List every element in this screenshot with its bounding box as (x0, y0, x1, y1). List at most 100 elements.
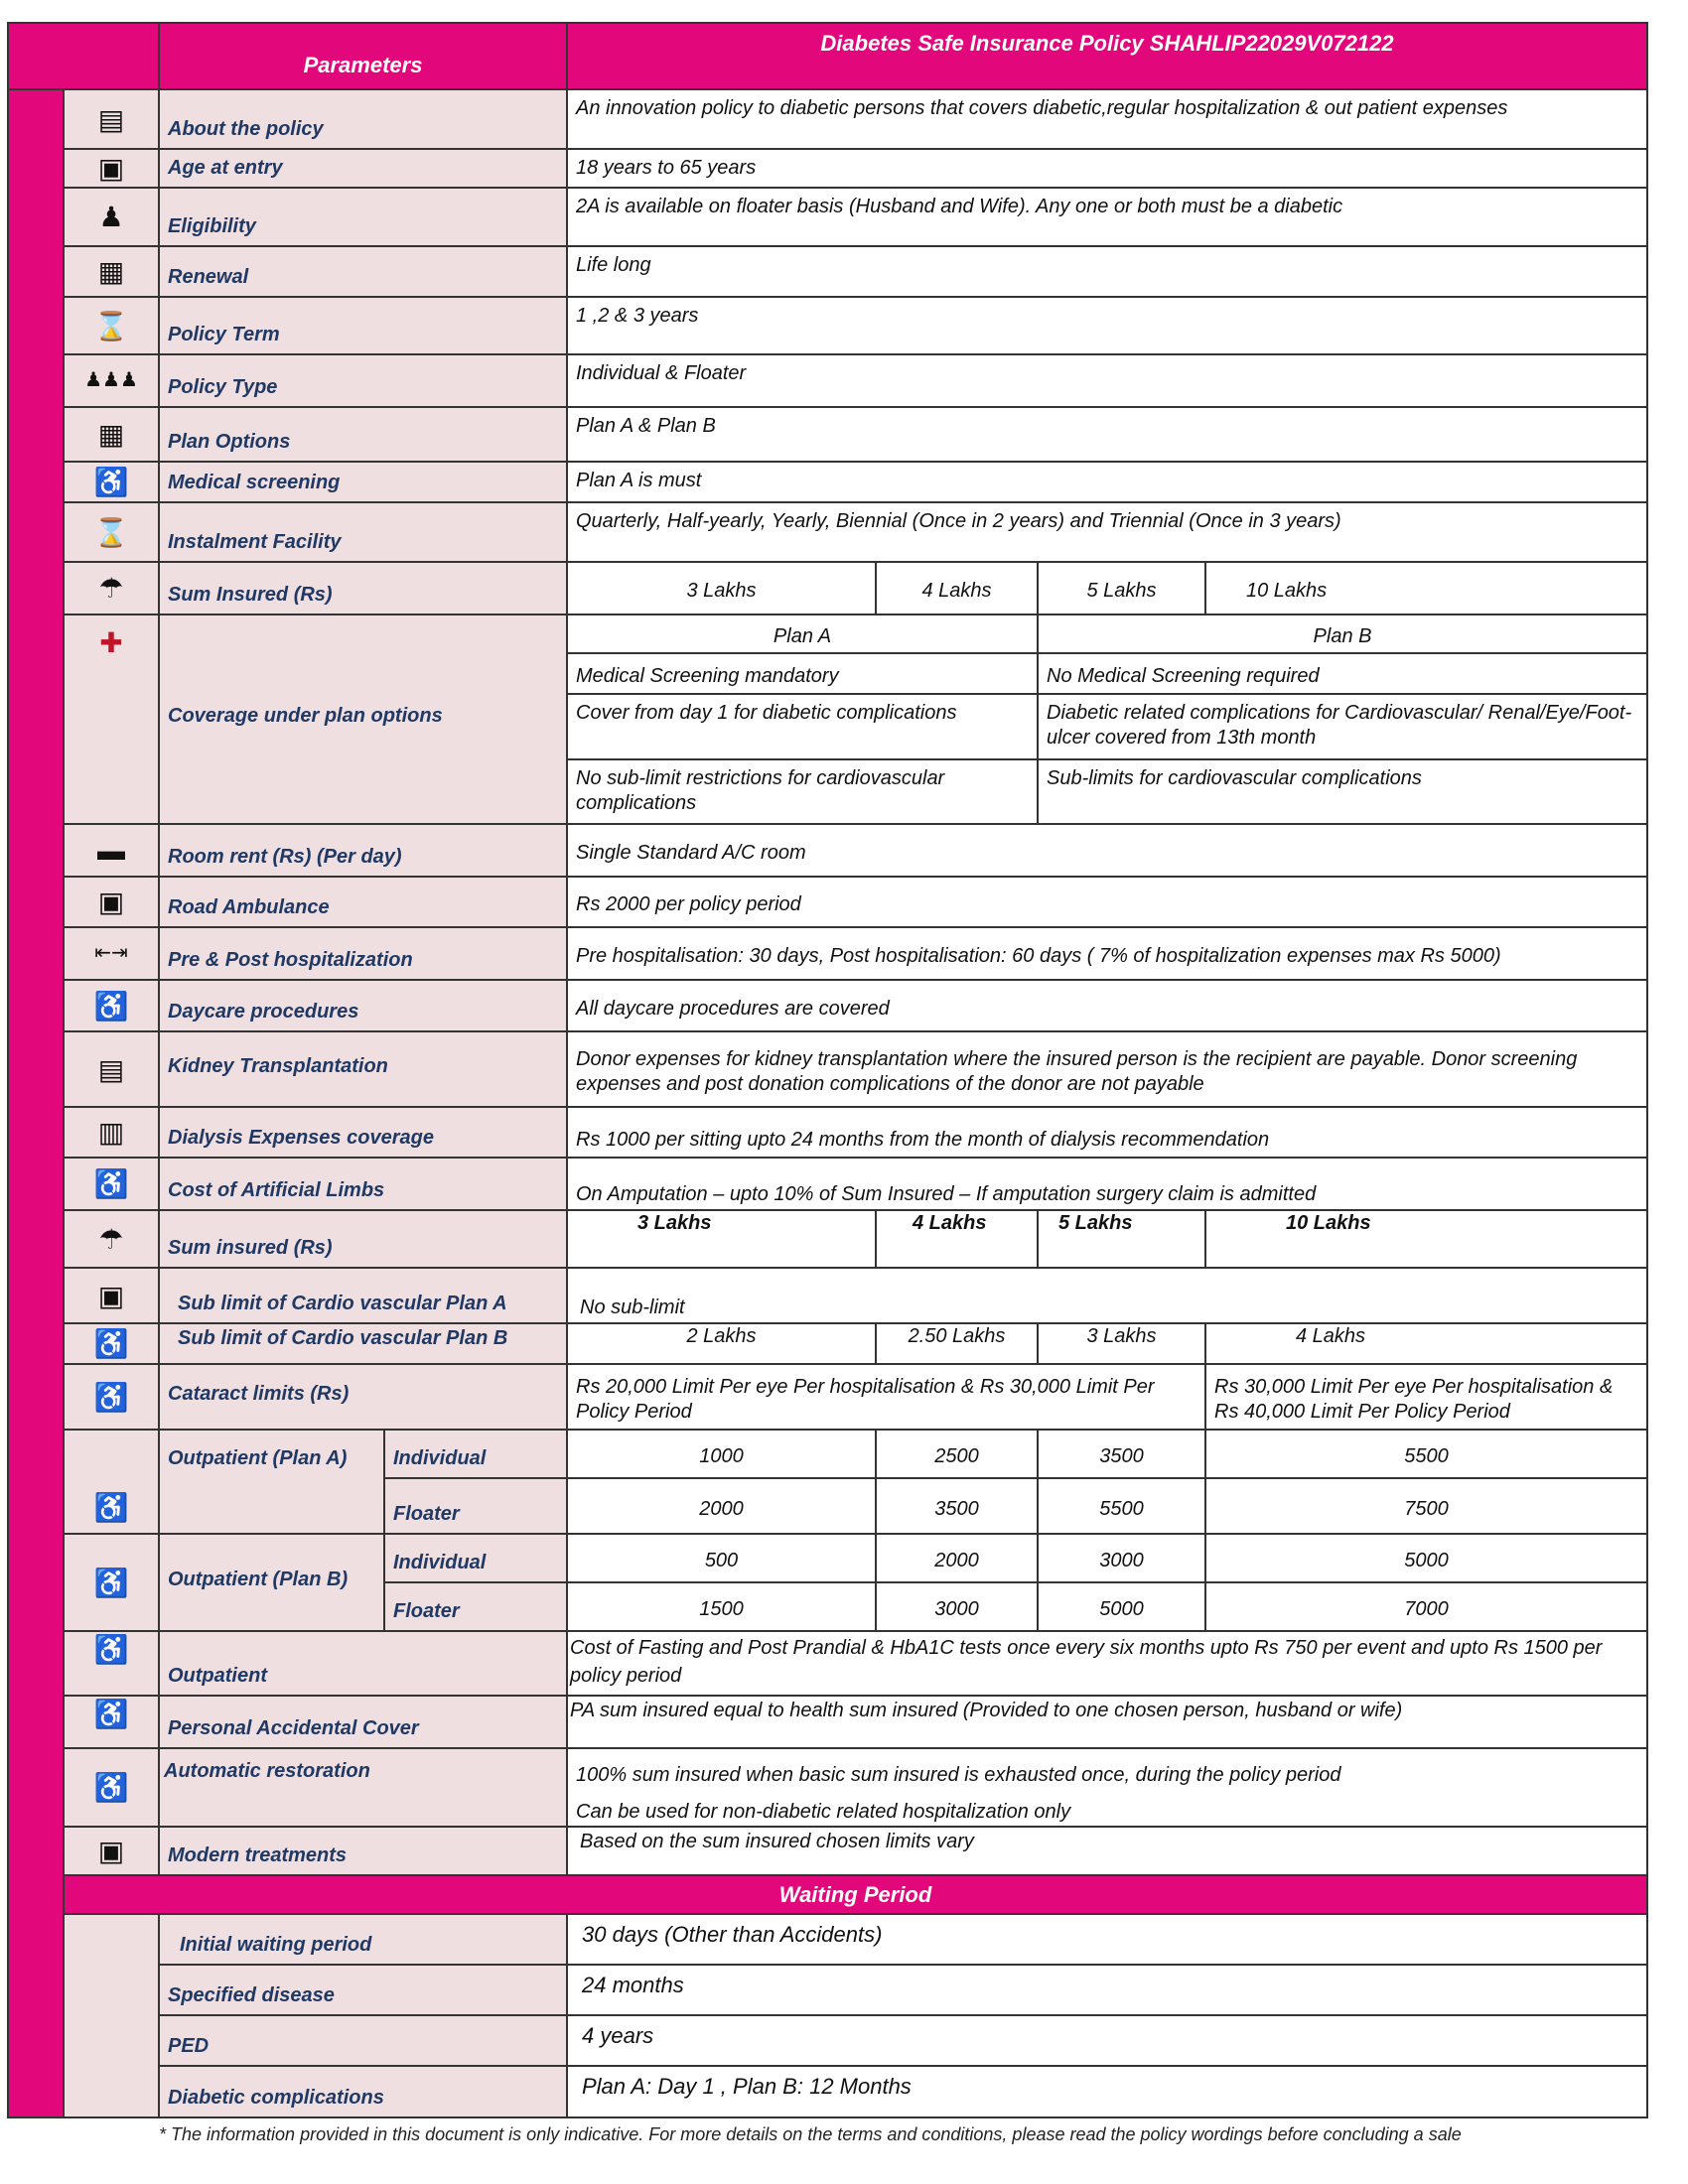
value-type: Individual & Floater (565, 353, 1649, 408)
value-daycare: All daycare procedures are covered (565, 979, 1649, 1032)
people-icon: ▣ (63, 148, 160, 189)
op-a-floater: 5500 (1037, 1477, 1206, 1535)
patient-icon: ♿ (63, 1695, 160, 1749)
plan-a-header: Plan A (566, 614, 1039, 654)
value-term: 1 ,2 & 3 years (565, 296, 1649, 355)
value-restoration: 100% sum insured when basic sum insured … (565, 1747, 1649, 1828)
patient-icon: ♿ (63, 1157, 160, 1211)
label-cardio-a: Sub limit of Cardio vascular Plan A (158, 1267, 568, 1324)
parameters-header: Parameters (158, 22, 568, 90)
op-a-individual: 5500 (1203, 1429, 1649, 1479)
hospital-bed-icon: ♿ (63, 1747, 160, 1828)
label-sum-insured: Sum Insured (Rs) (158, 561, 568, 615)
value-outpatient: Cost of Fasting and Post Prandial & HbA1… (565, 1630, 1649, 1697)
label-type: Policy Type (158, 353, 568, 408)
cardio-b-value: 4 Lakhs (1203, 1322, 1649, 1365)
patient-icon: ♿ (63, 461, 160, 503)
op-b-floater: 5000 (1037, 1581, 1206, 1632)
waiting-icon-cell (63, 1913, 160, 2118)
value-modern: Based on the sum insured chosen limits v… (565, 1826, 1649, 1876)
sum-insured-value: 5 Lakhs (1037, 561, 1206, 615)
label-ped: PED (158, 2014, 568, 2067)
label-diabetic-complications: Diabetic complications (158, 2065, 568, 2118)
value-pre-post: Pre hospitalisation: 30 days, Post hospi… (565, 926, 1649, 981)
sum-insured-value: 4 Lakhs (875, 561, 1039, 615)
value-diabetic-complications: Plan A: Day 1 , Plan B: 12 Months (565, 2065, 1649, 2118)
policy-title: Diabetes Safe Insurance Policy SHAHLIP22… (565, 22, 1649, 90)
label-instalment: Instalment Facility (158, 501, 568, 563)
arrows-icon: ⇤⇥ (63, 926, 160, 981)
hospital-bed-icon: ♿ (63, 1322, 160, 1365)
label-ambulance: Road Ambulance (158, 876, 568, 928)
bed-icon: ▬ (63, 823, 160, 878)
label-dialysis: Dialysis Expenses coverage (158, 1106, 568, 1159)
label-sum-insured-2: Sum insured (Rs) (158, 1209, 568, 1269)
label-op-b: Outpatient (Plan B) (158, 1533, 385, 1632)
umbrella-icon: ☂ (63, 561, 160, 615)
patient-icon: ♿ (63, 979, 160, 1032)
label-coverage: Coverage under plan options (158, 614, 568, 825)
label-outpatient: Outpatient (158, 1630, 568, 1697)
op-b-floater: 3000 (875, 1581, 1039, 1632)
header-blank (7, 22, 160, 90)
label-pa: Personal Accidental Cover (158, 1695, 568, 1749)
label-pre-post: Pre & Post hospitalization (158, 926, 568, 981)
label-eligibility: Eligibility (158, 187, 568, 247)
value-ped: 4 years (565, 2014, 1649, 2067)
form-icon: ▦ (63, 245, 160, 298)
op-b-individual: 500 (566, 1533, 877, 1583)
label-renewal: Renewal (158, 245, 568, 298)
value-plan-options: Plan A & Plan B (565, 406, 1649, 463)
value-room-rent: Single Standard A/C room (565, 823, 1649, 878)
value-pa: PA sum insured equal to health sum insur… (565, 1695, 1649, 1749)
value-dialysis: Rs 1000 per sitting upto 24 months from … (565, 1106, 1649, 1159)
label-daycare: Daycare procedures (158, 979, 568, 1032)
hourglass-icon: ⌛ (63, 501, 160, 563)
op-a-floater: 3500 (875, 1477, 1039, 1535)
label-cataract: Cataract limits (Rs) (158, 1363, 568, 1431)
op-a-individual: 2500 (875, 1429, 1039, 1479)
coverage-plan-b: Sub-limits for cardiovascular complicati… (1036, 758, 1649, 825)
op-a-floater: 7500 (1203, 1477, 1649, 1535)
coverage-plan-a: Cover from day 1 for diabetic complicati… (566, 693, 1039, 760)
op-a-floater: 2000 (566, 1477, 877, 1535)
op-a-individual: 1000 (566, 1429, 877, 1479)
label-term: Policy Term (158, 296, 568, 355)
cataract-plan-b: Rs 30,000 Limit Per eye Per hospitalisat… (1203, 1363, 1649, 1431)
value-cardio-a: No sub-limit (565, 1267, 1649, 1324)
coverage-plan-a: No sub-limit restrictions for cardiovasc… (566, 758, 1039, 825)
hospital-bed-icon: ♿ (63, 1533, 160, 1632)
hospital-bed-icon: ♿ (63, 1630, 160, 1697)
ambulance-icon: ▣ (63, 876, 160, 928)
document-icon: ▤ (63, 88, 160, 150)
value-kidney: Donor expenses for kidney transplantatio… (565, 1030, 1649, 1108)
label-kidney: Kidney Transplantation (158, 1030, 568, 1108)
hourglass-icon: ⌛ (63, 296, 160, 355)
form-icon: ▦ (63, 406, 160, 463)
value-instalment: Quarterly, Half-yearly, Yearly, Biennial… (565, 501, 1649, 563)
plan-b-header: Plan B (1036, 614, 1649, 654)
op-b-individual: 5000 (1203, 1533, 1649, 1583)
value-renewal: Life long (565, 245, 1649, 298)
clipboard-icon: ▤ (63, 1030, 160, 1108)
label-medical-screening: Medical screening (158, 461, 568, 503)
value-eligibility: 2A is available on floater basis (Husban… (565, 187, 1649, 247)
patient-icon: ♿ (63, 1429, 160, 1535)
label-op-a: Outpatient (Plan A) (158, 1429, 385, 1535)
op-b-floater: 7000 (1203, 1581, 1649, 1632)
cardio-b-value: 3 Lakhs (1037, 1322, 1206, 1365)
op-b-individual: 3000 (1037, 1533, 1206, 1583)
building-icon: ▥ (63, 1106, 160, 1159)
label-specified-disease: Specified disease (158, 1964, 568, 2016)
family-icon: ♟♟♟ (63, 353, 160, 408)
value-age: 18 years to 65 years (565, 148, 1649, 189)
value-specified-disease: 24 months (565, 1964, 1649, 2016)
restoration-line-2: Can be used for non-diabetic related hos… (576, 1801, 1071, 1823)
sum-insured-value: 10 Lakhs (1203, 561, 1649, 615)
label-initial-waiting: Initial waiting period (158, 1913, 568, 1966)
policy-table: Parameters Diabetes Safe Insurance Polic… (7, 22, 1649, 2118)
sum-insured-2-value: 4 Lakhs (875, 1209, 1039, 1269)
waiting-period-header: Waiting Period (62, 1874, 1649, 1915)
sum-insured-2-value: 5 Lakhs (1037, 1209, 1206, 1269)
label-individual: Individual (383, 1533, 568, 1583)
